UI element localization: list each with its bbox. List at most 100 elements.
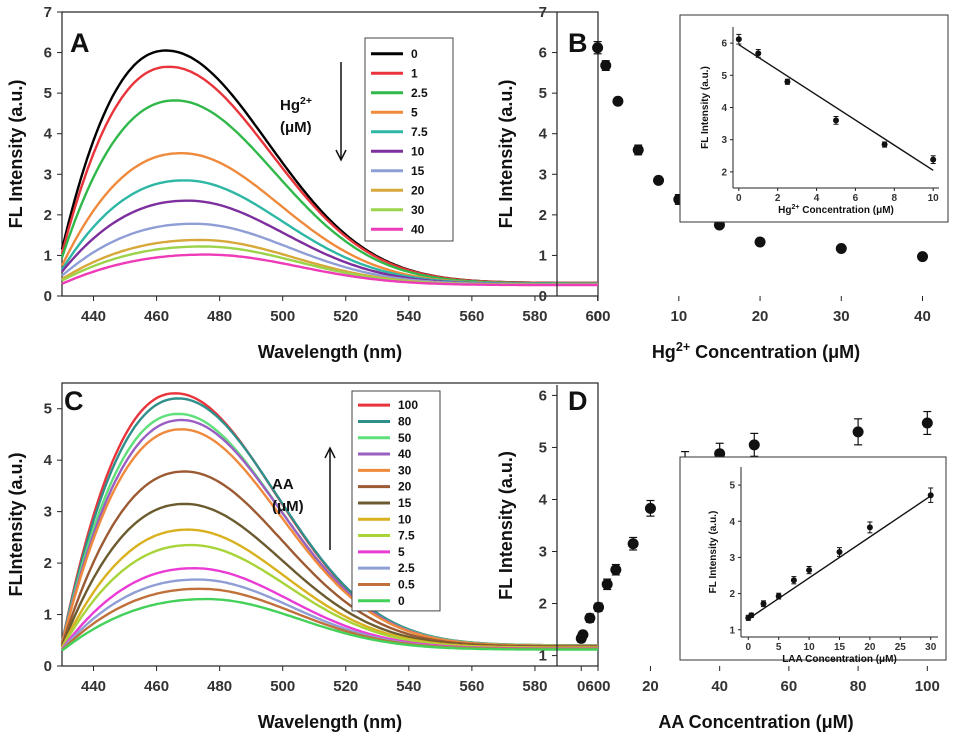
inset-y-title: FL Intensity (a.u.) [700, 66, 711, 149]
y-axis-title: FL Intensity (a.u.) [496, 451, 516, 600]
legend-label: 2.5 [398, 561, 415, 575]
data-point [917, 251, 929, 263]
legend-label: 10 [398, 512, 412, 526]
legend-label: 10 [411, 144, 425, 158]
annotation-line2: (μM) [272, 498, 304, 515]
plot-frame [61, 11, 599, 297]
inset-y-tick-label: 2 [729, 589, 735, 600]
y-tick-label: 6 [539, 45, 547, 62]
inset-y-tick-label: 1 [729, 625, 735, 636]
arrow-head [335, 149, 347, 162]
inset-x-title: Hg2+ Concentration (μM) [778, 204, 894, 216]
x-tick-label: 460 [144, 678, 169, 695]
x-tick-label: 40 [914, 308, 931, 325]
legend-label: 15 [411, 164, 425, 178]
annotation-base: Hg [280, 97, 300, 114]
inset-y-tick-label: 4 [729, 517, 735, 528]
x-tick-label: 560 [459, 308, 484, 325]
series-line-30 [61, 245, 598, 286]
x-tick-label: 60 [781, 678, 798, 695]
inset-data-point [836, 549, 843, 555]
inset-x-tick-label: 0 [736, 193, 742, 204]
legend-label: 80 [398, 414, 412, 428]
y-axis-title: FL Intensity (a.u.) [6, 80, 26, 229]
y-tick-label: 0 [44, 658, 52, 675]
inset-y-tick-label: 2 [721, 167, 727, 178]
annotation-line2: (μM) [280, 119, 312, 136]
x-axis-title-sup: 2+ [676, 340, 690, 354]
inset-x-title-prefix: Hg [778, 205, 791, 216]
y-tick-label: 3 [539, 544, 547, 561]
legend-label: 0.5 [398, 577, 415, 591]
panel-label: C [64, 386, 84, 416]
data-point [632, 144, 644, 156]
legend-label: 100 [398, 398, 418, 412]
inset-y-tick-label: 3 [729, 553, 735, 564]
data-point [921, 417, 933, 429]
y-tick-label: 2 [539, 596, 547, 613]
inset-data-point [784, 78, 791, 85]
inset-x-tick-label: 25 [895, 642, 907, 653]
inset-data-point [760, 600, 767, 607]
y-axis-title: FL Intensity (a.u.) [496, 80, 516, 229]
x-tick-label: 0 [593, 308, 601, 325]
inset-y-tick-label: 6 [721, 39, 727, 50]
x-tick-label: 480 [207, 308, 232, 325]
y-tick-label: 7 [44, 4, 52, 21]
panel-label: D [568, 386, 588, 416]
series-line-0 [60, 49, 598, 285]
y-tick-label: 6 [539, 387, 547, 404]
x-tick-label: 580 [522, 678, 547, 695]
data-point [612, 95, 624, 107]
data-point [577, 629, 589, 641]
data-point [754, 236, 766, 248]
y-tick-label: 2 [44, 207, 52, 224]
y-tick-label: 3 [539, 166, 547, 183]
y-tick-label: 5 [44, 401, 52, 418]
x-axis-title-rest: Concentration (μM) [690, 342, 860, 362]
inset-x-title: LAA Concentration (μM) [782, 654, 897, 665]
inset-x-tick-label: 4 [814, 193, 820, 204]
inset-x-tick-label: 5 [776, 642, 782, 653]
x-tick-label: 540 [396, 308, 421, 325]
data-point [714, 448, 726, 460]
inset-data-point [775, 593, 782, 600]
data-point [748, 439, 760, 451]
legend-label: 15 [398, 496, 412, 510]
inset-data-point [881, 141, 888, 148]
inset-x-tick-label: 15 [834, 642, 846, 653]
data-point [592, 42, 604, 54]
y-tick-label: 5 [44, 85, 52, 102]
legend-box [351, 390, 441, 612]
inset-x-tick-label: 30 [925, 642, 937, 653]
y-tick-label: 1 [44, 607, 52, 624]
legend-label: 40 [411, 222, 425, 236]
inset-data-point [735, 36, 742, 43]
x-tick-label: 580 [522, 308, 547, 325]
y-tick-label: 0 [539, 288, 547, 305]
legend-label: 7.5 [398, 529, 415, 543]
panel-label: A [70, 28, 90, 58]
x-tick-label: 540 [396, 678, 421, 695]
x-tick-label: 460 [144, 308, 169, 325]
y-tick-label: 7 [539, 4, 547, 21]
legend-label: 20 [411, 183, 425, 197]
y-tick-label: 1 [539, 648, 547, 665]
legend-label: 50 [398, 431, 412, 445]
x-tick-label: 500 [270, 678, 295, 695]
inset-y-tick-label: 4 [721, 103, 727, 114]
data-point [601, 578, 613, 590]
x-tick-label: 560 [459, 678, 484, 695]
data-point [644, 502, 656, 514]
series-line-15 [61, 222, 598, 286]
data-point [835, 243, 847, 255]
data-point [584, 612, 596, 624]
legend-label: 2.5 [411, 86, 428, 100]
data-point [600, 60, 612, 72]
x-tick-label: 100 [915, 678, 940, 695]
